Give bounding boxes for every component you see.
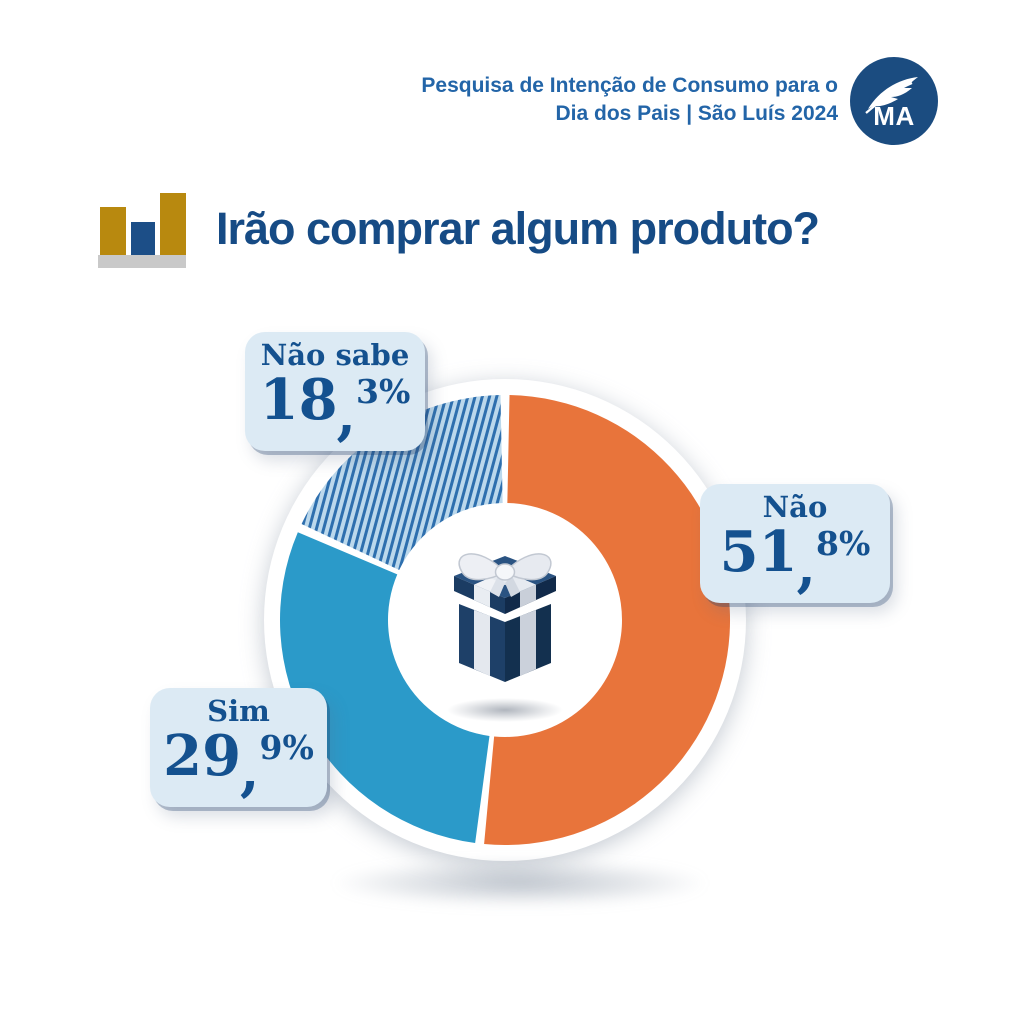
header-text: Pesquisa de Intenção de Consumo para o D… — [421, 72, 838, 128]
callout-value: 29, 9% — [163, 728, 314, 799]
title-row: Irão comprar algum produto? — [98, 190, 820, 268]
value-frac: 9 — [259, 728, 283, 768]
callout-value: 51, 8% — [720, 524, 871, 595]
header-line1: Pesquisa de Intenção de Consumo para o — [421, 74, 838, 97]
icon-base — [98, 255, 186, 268]
value-unit: % — [282, 728, 314, 768]
value-comma: , — [240, 738, 260, 805]
page-title: Irão comprar algum produto? — [216, 203, 820, 254]
value-int: 29 — [163, 723, 242, 790]
bar-chart-icon — [98, 190, 186, 268]
callout-label: Não sabe — [260, 338, 410, 372]
gold-bar-right — [160, 193, 186, 255]
ma-logo: MA — [850, 57, 938, 145]
value-unit: % — [379, 372, 411, 412]
value-int: 18 — [259, 367, 338, 434]
callout-nao-sabe: Não sabe 18, 3% — [245, 332, 425, 452]
gold-bar-left — [100, 207, 126, 255]
header-line2: Dia dos Pais | São Luís 2024 — [555, 102, 839, 125]
gift-box-icon — [416, 512, 594, 727]
blue-bar-middle — [131, 222, 155, 255]
value-comma: , — [796, 534, 817, 601]
callout-sim: Sim 29, 9% — [150, 688, 327, 808]
value-int: 51 — [719, 519, 798, 586]
value-frac: 3 — [356, 372, 380, 412]
logo-text: MA — [873, 101, 914, 131]
callout-nao: Não 51, 8% — [700, 484, 890, 604]
callout-value: 18, 3% — [260, 372, 411, 443]
floor-shadow — [335, 860, 705, 906]
value-unit: % — [839, 524, 871, 564]
callout-label: Não — [762, 490, 828, 524]
callout-label: Sim — [207, 694, 270, 728]
value-frac: 8 — [816, 524, 840, 564]
value-comma: , — [336, 382, 357, 449]
feather-icon: MA — [865, 77, 918, 131]
